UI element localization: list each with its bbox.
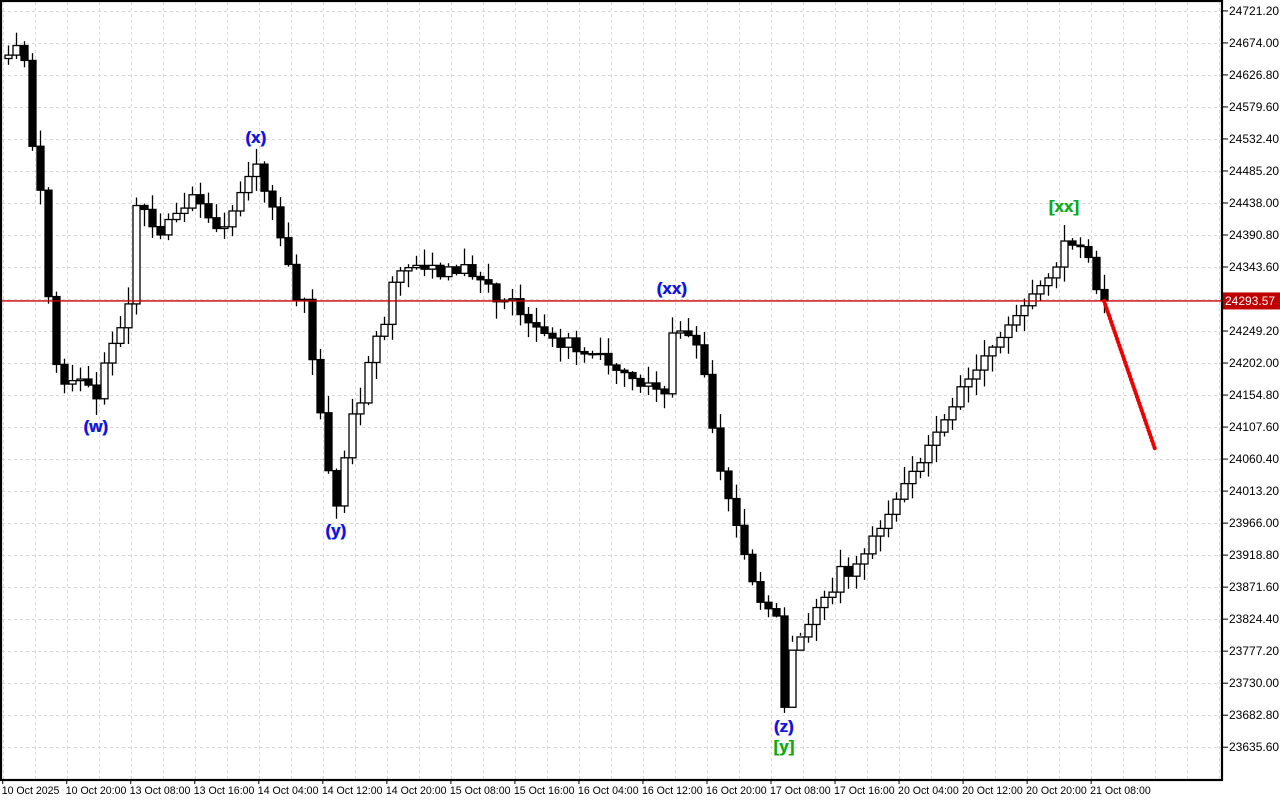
svg-text:23635.60: 23635.60 — [1229, 740, 1279, 754]
svg-text:10 Oct 20:00: 10 Oct 20:00 — [66, 785, 127, 797]
svg-text:23777.20: 23777.20 — [1229, 644, 1279, 658]
svg-text:24674.00: 24674.00 — [1229, 36, 1279, 50]
svg-text:23871.60: 23871.60 — [1229, 580, 1279, 594]
svg-text:20 Oct 04:00: 20 Oct 04:00 — [898, 785, 959, 797]
svg-text:14 Oct 04:00: 14 Oct 04:00 — [258, 785, 319, 797]
svg-text:13 Oct 08:00: 13 Oct 08:00 — [130, 785, 191, 797]
svg-text:15 Oct 08:00: 15 Oct 08:00 — [450, 785, 511, 797]
svg-text:21 Oct 08:00: 21 Oct 08:00 — [1090, 785, 1151, 797]
svg-text:24202.00: 24202.00 — [1229, 356, 1279, 370]
svg-text:24485.20: 24485.20 — [1229, 164, 1279, 178]
svg-text:24249.20: 24249.20 — [1229, 324, 1279, 338]
svg-text:24060.40: 24060.40 — [1229, 452, 1279, 466]
svg-text:23966.00: 23966.00 — [1229, 516, 1279, 530]
svg-text:24721.20: 24721.20 — [1229, 4, 1279, 18]
svg-text:20 Oct 20:00: 20 Oct 20:00 — [1026, 785, 1087, 797]
svg-text:16 Oct 04:00: 16 Oct 04:00 — [578, 785, 639, 797]
svg-text:23682.80: 23682.80 — [1229, 708, 1279, 722]
svg-text:24579.60: 24579.60 — [1229, 100, 1279, 114]
svg-text:13 Oct 16:00: 13 Oct 16:00 — [194, 785, 255, 797]
svg-text:24154.80: 24154.80 — [1229, 388, 1279, 402]
svg-text:24343.60: 24343.60 — [1229, 260, 1279, 274]
svg-text:15 Oct 16:00: 15 Oct 16:00 — [514, 785, 575, 797]
svg-text:14 Oct 12:00: 14 Oct 12:00 — [322, 785, 383, 797]
svg-text:17 Oct 08:00: 17 Oct 08:00 — [770, 785, 831, 797]
svg-text:23730.00: 23730.00 — [1229, 676, 1279, 690]
svg-text:24532.40: 24532.40 — [1229, 132, 1279, 146]
svg-text:23918.80: 23918.80 — [1229, 548, 1279, 562]
svg-text:16 Oct 12:00: 16 Oct 12:00 — [642, 785, 703, 797]
svg-text:24107.60: 24107.60 — [1229, 420, 1279, 434]
svg-text:24293.57: 24293.57 — [1225, 294, 1275, 308]
svg-text:16 Oct 20:00: 16 Oct 20:00 — [706, 785, 767, 797]
svg-text:24626.80: 24626.80 — [1229, 68, 1279, 82]
svg-text:20 Oct 12:00: 20 Oct 12:00 — [962, 785, 1023, 797]
svg-text:24013.20: 24013.20 — [1229, 484, 1279, 498]
svg-text:24390.80: 24390.80 — [1229, 228, 1279, 242]
svg-text:14 Oct 20:00: 14 Oct 20:00 — [386, 785, 447, 797]
svg-text:23824.40: 23824.40 — [1229, 612, 1279, 626]
svg-text:10 Oct 2025: 10 Oct 2025 — [2, 785, 60, 797]
svg-text:17 Oct 16:00: 17 Oct 16:00 — [834, 785, 895, 797]
svg-text:24438.00: 24438.00 — [1229, 196, 1279, 210]
